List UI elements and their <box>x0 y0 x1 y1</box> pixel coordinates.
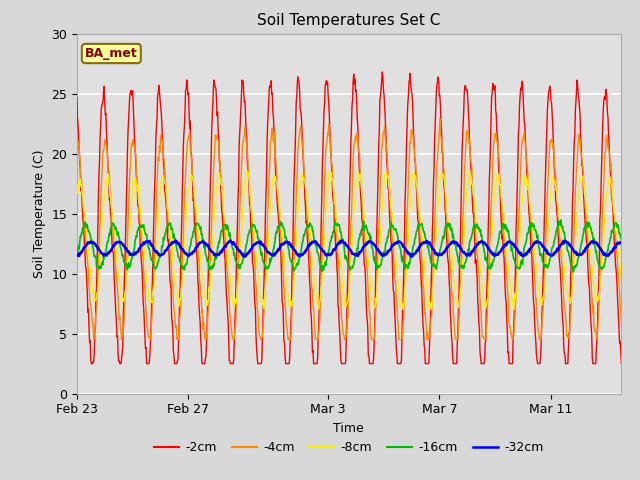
-8cm <box>402 281 410 287</box>
-2cm <box>100 84 108 89</box>
-2cm <box>403 136 410 142</box>
-8cm <box>305 209 312 215</box>
-4cm <box>73 138 81 144</box>
-32cm <box>613 240 621 246</box>
-16cm <box>402 262 410 267</box>
X-axis label: Time: Time <box>333 422 364 435</box>
-8cm <box>100 204 108 210</box>
-16cm <box>100 253 108 259</box>
-16cm <box>569 269 577 275</box>
-4cm <box>631 143 639 148</box>
-4cm <box>436 116 444 122</box>
-2cm <box>604 115 612 120</box>
-16cm <box>177 259 184 265</box>
-8cm <box>604 182 612 188</box>
-8cm <box>613 230 621 236</box>
-32cm <box>100 252 108 258</box>
-4cm <box>604 145 612 151</box>
-2cm <box>613 276 621 282</box>
Text: BA_met: BA_met <box>85 47 138 60</box>
-16cm <box>613 221 621 227</box>
Line: -32cm: -32cm <box>77 240 635 257</box>
Line: -8cm: -8cm <box>77 170 635 310</box>
-16cm <box>604 248 612 254</box>
Title: Soil Temperatures Set C: Soil Temperatures Set C <box>257 13 440 28</box>
-2cm <box>305 260 313 265</box>
-4cm <box>403 243 410 249</box>
-32cm <box>604 252 612 258</box>
-4cm <box>305 242 313 248</box>
-2cm <box>631 106 639 111</box>
-32cm <box>177 245 184 251</box>
-4cm <box>100 148 108 154</box>
-2cm <box>73 95 81 100</box>
-8cm <box>510 307 518 312</box>
Line: -16cm: -16cm <box>77 220 635 272</box>
-4cm <box>613 248 621 253</box>
-2cm <box>177 246 185 252</box>
-32cm <box>227 238 234 243</box>
-16cm <box>557 217 564 223</box>
-32cm <box>306 243 314 249</box>
Y-axis label: Soil Temperature (C): Soil Temperature (C) <box>33 149 45 278</box>
-32cm <box>631 252 639 258</box>
-4cm <box>174 336 182 342</box>
Line: -4cm: -4cm <box>77 119 635 339</box>
-8cm <box>466 167 474 173</box>
-16cm <box>305 223 312 229</box>
-2cm <box>378 69 386 75</box>
Line: -2cm: -2cm <box>77 72 635 364</box>
-8cm <box>631 191 639 197</box>
-32cm <box>241 254 248 260</box>
Legend: -2cm, -4cm, -8cm, -16cm, -32cm: -2cm, -4cm, -8cm, -16cm, -32cm <box>149 436 548 459</box>
-8cm <box>73 188 81 193</box>
-32cm <box>73 252 81 258</box>
-2cm <box>88 361 95 367</box>
-4cm <box>177 297 185 303</box>
-8cm <box>177 296 184 302</box>
-32cm <box>403 248 410 253</box>
-16cm <box>73 248 81 254</box>
-16cm <box>631 252 639 258</box>
